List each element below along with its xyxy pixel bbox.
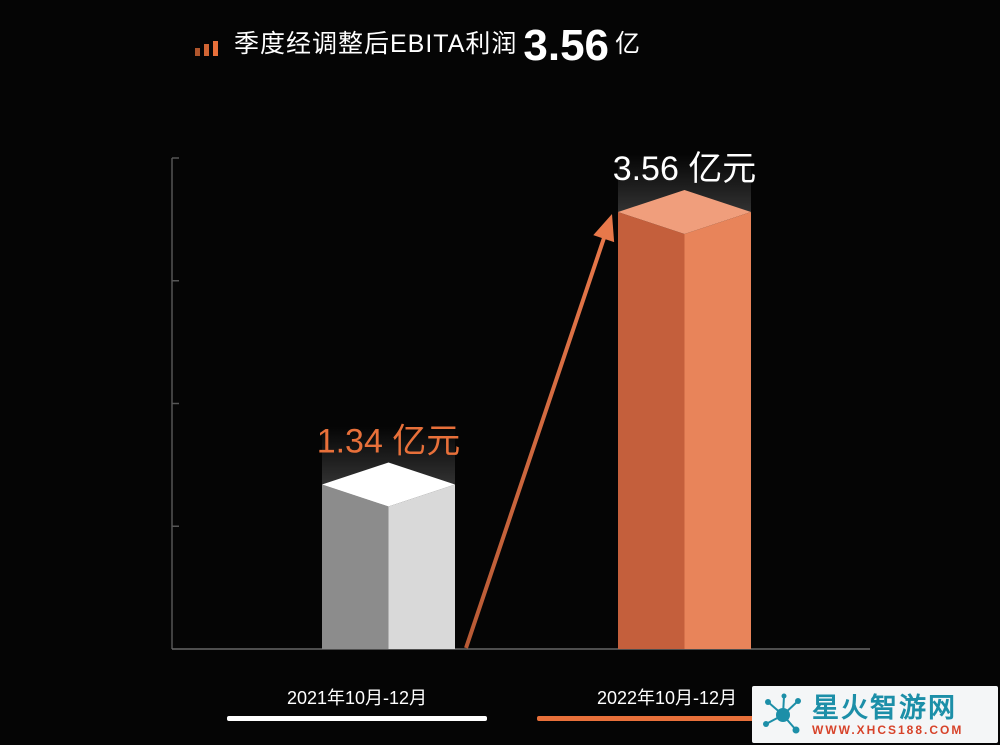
bar-face-left bbox=[322, 484, 389, 649]
bar-face-left bbox=[618, 212, 685, 649]
bar-face-right bbox=[388, 484, 455, 649]
watermark-url: WWW.XHCS188.COM bbox=[812, 722, 964, 737]
data-label: 3.56 亿元 bbox=[613, 150, 757, 188]
bar-face-top bbox=[618, 190, 751, 235]
watermark: 星火智游网 WWW.XHCS188.COM bbox=[752, 686, 998, 743]
bar-2022 bbox=[618, 154, 751, 649]
x-tick-label-2021: 2021年10月-12月 bbox=[286, 688, 428, 708]
title-text: 季度经调整后EBITA利润 bbox=[234, 30, 518, 58]
title-value: 3.56 bbox=[523, 21, 610, 70]
growth-arrow-line bbox=[464, 231, 608, 649]
growth-arrow-head bbox=[593, 214, 615, 243]
bar-face-top bbox=[322, 462, 455, 507]
data-label: 1.34 亿元 bbox=[317, 423, 461, 461]
bar-2021 bbox=[322, 426, 455, 649]
growth-arrow bbox=[464, 214, 615, 649]
molecule-logo-icon bbox=[763, 693, 801, 733]
bar-chart-icon bbox=[195, 41, 218, 68]
x-tick-label-2022: 2022年10月-12月 bbox=[596, 688, 738, 708]
bar-face-right bbox=[684, 212, 751, 649]
x-underline-2022 bbox=[537, 716, 797, 721]
watermark-name: 星火智游网 bbox=[812, 692, 957, 723]
x-underline-2021 bbox=[227, 716, 487, 721]
title-unit: 亿 bbox=[615, 30, 641, 58]
chart-title: 季度经调整后EBITA利润 3.56 亿 bbox=[195, 18, 640, 68]
